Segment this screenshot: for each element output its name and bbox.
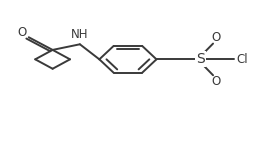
Text: O: O xyxy=(212,31,221,44)
Text: NH: NH xyxy=(71,28,89,41)
Text: Cl: Cl xyxy=(236,53,248,66)
Text: S: S xyxy=(196,52,205,66)
Text: O: O xyxy=(212,75,221,88)
Text: O: O xyxy=(17,26,27,39)
